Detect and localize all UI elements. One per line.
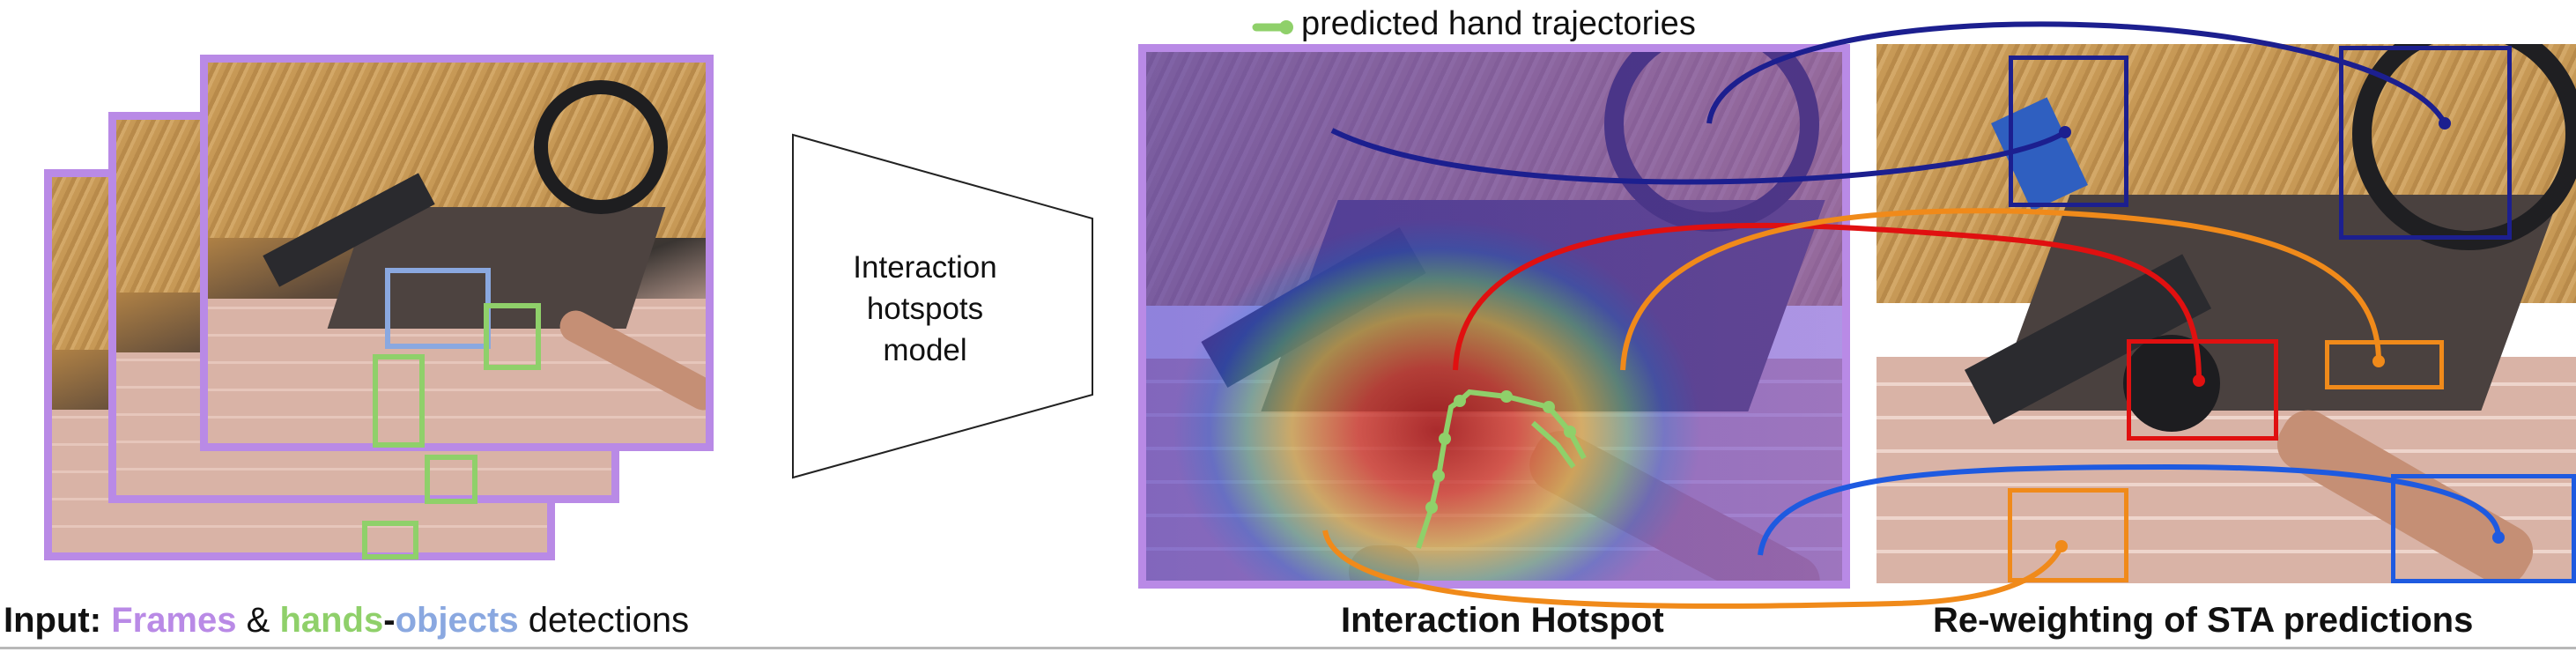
hand-trajectory <box>1416 389 1587 549</box>
input-caption: Input: Frames & hands-objects detections <box>4 601 690 640</box>
sta-box-orange <box>2008 488 2128 582</box>
bottom-rule <box>0 647 2576 649</box>
input-frame-front <box>200 55 714 451</box>
sta-box-red <box>2127 339 2278 441</box>
legend-label: predicted hand trajectories <box>1301 5 1696 42</box>
legend-trajectory-icon <box>1252 20 1293 34</box>
reweight-caption: Re-weighting of STA predictions <box>1933 601 2474 640</box>
sta-box-orange <box>2325 340 2444 389</box>
hand-detection-box <box>425 455 477 504</box>
hotspot-heatmap-image <box>1138 44 1850 589</box>
sta-box-navy <box>2009 56 2128 207</box>
sta-box-blue <box>2391 474 2576 583</box>
hand-detection-box <box>362 521 418 559</box>
hand-detection-box <box>484 303 541 370</box>
sta-predictions-image <box>1876 44 2576 583</box>
model-label: Interaction hotspots model <box>853 250 997 367</box>
hotspot-caption: Interaction Hotspot <box>1341 601 1664 640</box>
sta-box-navy <box>2339 46 2512 240</box>
hand-detection-box <box>373 354 425 448</box>
